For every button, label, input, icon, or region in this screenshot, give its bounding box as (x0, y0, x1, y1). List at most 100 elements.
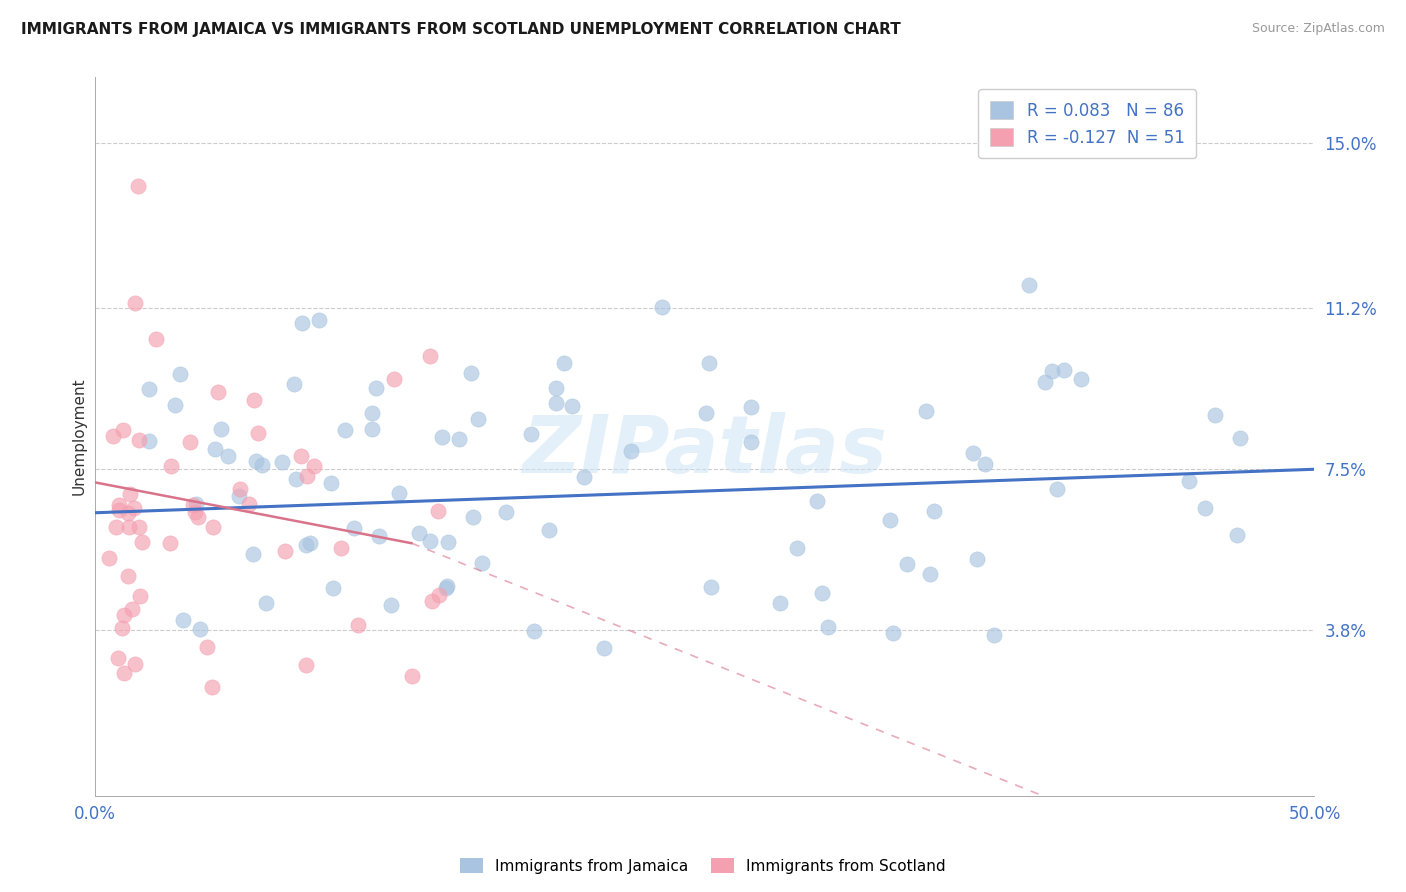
Point (382, 372, 405, 386)
Point (97, 550, 120, 565)
Point (523, 624, 546, 639)
Point (1177, 474, 1199, 488)
Point (620, 443, 643, 458)
Point (740, 434, 762, 449)
Point (1194, 501, 1216, 516)
Point (1229, 432, 1251, 446)
Point (243, 393, 266, 408)
Point (217, 449, 239, 463)
Point (561, 399, 583, 413)
Point (436, 579, 458, 593)
Point (922, 504, 945, 518)
Point (112, 608, 135, 623)
Point (427, 504, 450, 518)
Point (107, 651, 129, 665)
Point (1033, 375, 1056, 389)
Point (786, 541, 808, 556)
Point (380, 598, 402, 612)
Point (740, 400, 762, 414)
Point (128, 434, 150, 448)
Point (165, 398, 187, 412)
Point (110, 621, 132, 635)
Point (295, 468, 318, 483)
Point (430, 430, 453, 444)
Point (228, 482, 250, 496)
Point (104, 520, 127, 534)
Point (122, 501, 145, 516)
Point (329, 541, 352, 555)
Point (538, 523, 561, 537)
Point (117, 506, 139, 520)
Point (246, 425, 269, 440)
Point (254, 596, 277, 610)
Point (285, 471, 308, 485)
Point (274, 544, 297, 558)
Point (449, 432, 471, 446)
Point (471, 557, 494, 571)
Point (593, 640, 616, 655)
Point (319, 476, 342, 491)
Point (553, 356, 575, 370)
Point (461, 509, 484, 524)
Point (419, 349, 441, 363)
Point (187, 509, 209, 524)
Point (108, 503, 131, 517)
Point (295, 539, 318, 553)
Point (112, 665, 135, 680)
Point (186, 497, 208, 511)
Point (817, 619, 839, 633)
Point (436, 534, 458, 549)
Text: Source: ZipAtlas.com: Source: ZipAtlas.com (1251, 22, 1385, 36)
Point (1204, 408, 1226, 422)
Point (695, 406, 717, 420)
Point (283, 376, 305, 391)
Point (179, 434, 201, 449)
Point (131, 535, 153, 549)
Point (204, 442, 226, 456)
Point (699, 580, 721, 594)
Point (962, 446, 984, 460)
Point (190, 622, 212, 636)
Point (973, 457, 995, 471)
Point (544, 381, 567, 395)
Point (169, 367, 191, 381)
Point (651, 300, 673, 314)
Point (138, 434, 160, 448)
Point (697, 356, 720, 370)
Point (364, 380, 387, 394)
Point (1018, 278, 1040, 293)
Point (460, 367, 482, 381)
Point (107, 498, 129, 512)
Point (117, 569, 139, 583)
Point (918, 567, 941, 582)
Point (101, 429, 124, 443)
Point (308, 312, 330, 326)
Point (495, 505, 517, 519)
Point (1042, 364, 1064, 378)
Point (343, 521, 366, 535)
Point (172, 613, 194, 627)
Point (201, 520, 224, 534)
Y-axis label: Unemployment: Unemployment (72, 378, 86, 495)
Point (882, 625, 904, 640)
Point (207, 385, 229, 400)
Point (127, 179, 149, 194)
Point (245, 454, 267, 468)
Point (367, 529, 389, 543)
Point (420, 593, 443, 607)
Point (1070, 372, 1092, 386)
Point (118, 520, 141, 534)
Point (242, 547, 264, 561)
Point (184, 506, 207, 520)
Point (806, 494, 828, 508)
Point (360, 422, 382, 436)
Point (290, 449, 312, 463)
Point (200, 680, 222, 694)
Point (544, 396, 567, 410)
Point (1052, 362, 1074, 376)
Point (238, 497, 260, 511)
Point (879, 513, 901, 527)
Point (322, 581, 344, 595)
Point (128, 589, 150, 603)
Point (347, 617, 370, 632)
